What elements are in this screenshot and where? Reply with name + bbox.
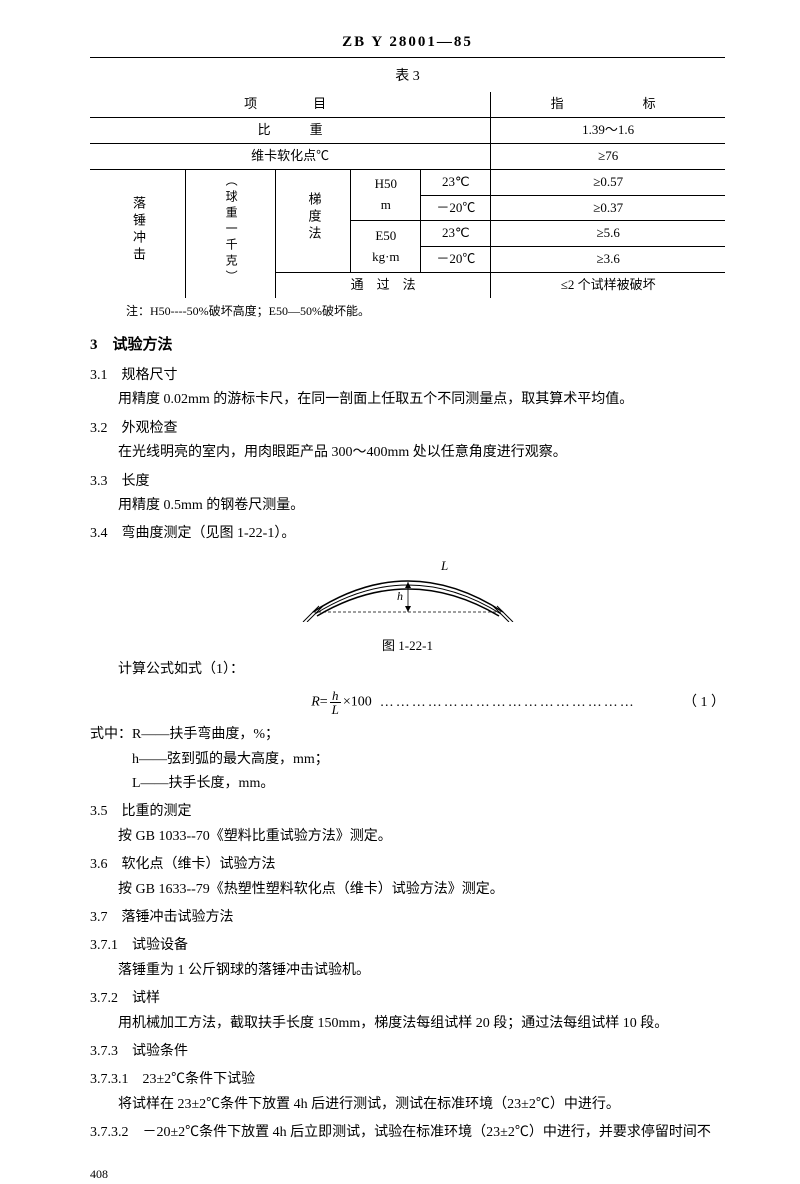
e50-23-val: ≥5.6 (491, 221, 725, 247)
page-number: 408 (90, 1165, 725, 1184)
s372-h: 3.7.2 试样 (90, 988, 725, 1010)
row-gravity-value: 1.39～1.6 (491, 118, 725, 144)
th-item: 项 目 (90, 92, 491, 117)
pass-method: 通 过 法 (275, 272, 490, 297)
row-vicat-label: 维卡软化点℃ (90, 143, 491, 169)
s371-p: 落锤重为 1 公斤钢球的落锤冲击试验机。 (90, 960, 725, 982)
doc-code-header: ZB Y 28001—85 (90, 30, 725, 58)
fig-h-label: h (397, 589, 403, 603)
sec3-title: 3 试验方法 (90, 333, 725, 357)
s36-p: 按 GB 1633--79《热塑性塑料软化点（维卡）试验方法》测定。 (90, 879, 725, 901)
h50-tm20: －20℃ (421, 195, 491, 221)
impact-vlabel: 落锤冲击 (90, 169, 186, 297)
s33-p: 用精度 0.5mm 的钢卷尺测量。 (90, 495, 725, 517)
s36-h: 3.6 软化点（维卡）试验方法 (90, 854, 725, 876)
row-vicat-value: ≥76 (491, 143, 725, 169)
e50-m20-val: ≥3.6 (491, 247, 725, 273)
row-gravity-label: 比 重 (90, 118, 491, 144)
where-L: L——扶手长度，mm。 (90, 773, 725, 795)
e50-cell: E50kg·m (351, 221, 421, 273)
s33-h: 3.3 长度 (90, 471, 725, 493)
s34-h: 3.4 弯曲度测定（见图 1-22-1）。 (90, 523, 725, 545)
formula-intro: 计算公式如式（1）： (90, 659, 725, 681)
e50-t23: 23℃ (421, 221, 491, 247)
s32-h: 3.2 外观检查 (90, 418, 725, 440)
where-R: 式中：R——扶手弯曲度，%； (90, 724, 725, 746)
where-h: h——弦到弧的最大高度，mm； (90, 749, 725, 771)
s31-h: 3.1 规格尺寸 (90, 365, 725, 387)
impact-ladder: 梯度法 (275, 169, 350, 272)
s31-p: 用精度 0.02mm 的游标卡尺，在同一剖面上任取五个不同测量点，取其算术平均值… (90, 389, 725, 411)
s3732-h: 3.7.3.2 －20±2℃条件下放置 4h 后立即测试，试验在标准环境（23±… (90, 1122, 725, 1144)
s3731-p: 将试样在 23±2℃条件下放置 4h 后进行测试，测试在标准环境（23±2℃）中… (90, 1094, 725, 1116)
formula-1: R=hL×100 ………………………………………… （ 1 ） (90, 689, 725, 716)
s373-h: 3.7.3 试验条件 (90, 1041, 725, 1063)
s35-h: 3.5 比重的测定 (90, 801, 725, 823)
impact-paren: （球重一千克） (186, 169, 276, 297)
s35-p: 按 GB 1033--70《塑料比重试验方法》测定。 (90, 826, 725, 848)
th-index: 指 标 (491, 92, 725, 117)
s32-p: 在光线明亮的室内，用肉眼距产品 300～400mm 处以任意角度进行观察。 (90, 442, 725, 464)
h50-23-val: ≥0.57 (491, 169, 725, 195)
h50-m20-val: ≥0.37 (491, 195, 725, 221)
table3-caption: 表 3 (90, 66, 725, 88)
s3731-h: 3.7.3.1 23±2℃条件下试验 (90, 1069, 725, 1091)
fig-caption: 图 1-22-1 (90, 636, 725, 657)
table3-note: 注：H50----50%破坏高度；E50—50%破坏能。 (90, 302, 725, 321)
s371-h: 3.7.1 试验设备 (90, 935, 725, 957)
pass-value: ≤2 个试样被破坏 (491, 272, 725, 297)
e50-tm20: －20℃ (421, 247, 491, 273)
h50-cell: H50m (351, 169, 421, 221)
s372-p: 用机械加工方法，截取扶手长度 150mm，梯度法每组试样 20 段；通过法每组试… (90, 1013, 725, 1035)
h50-t23: 23℃ (421, 169, 491, 195)
figure-1-22-1: L h (90, 556, 725, 630)
s37-h: 3.7 落锤冲击试验方法 (90, 907, 725, 929)
table3: 项 目 指 标 比 重 1.39～1.6 维卡软化点℃ ≥76 落锤冲击 （球重… (90, 92, 725, 297)
fig-L-label: L (440, 558, 448, 573)
